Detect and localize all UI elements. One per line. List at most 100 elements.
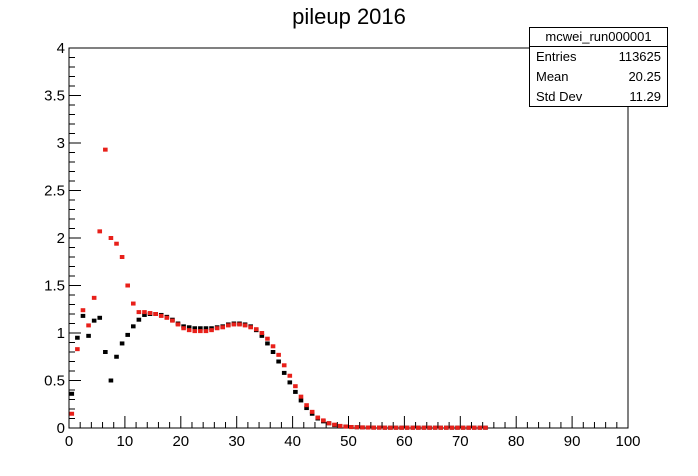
data-point (170, 318, 175, 323)
data-point (130, 324, 136, 329)
y-tick-label: 0.5 (44, 373, 65, 390)
data-point (103, 350, 108, 354)
data-point (399, 425, 404, 430)
data-point (287, 380, 293, 385)
data-point (203, 329, 209, 334)
data-point (265, 336, 270, 341)
data-point (354, 425, 360, 430)
data-point (136, 317, 142, 322)
data-point (315, 415, 321, 420)
data-point (276, 352, 281, 357)
x-tick-label: 50 (340, 433, 357, 450)
data-point (343, 424, 348, 429)
data-point (203, 326, 209, 331)
x-tick-label: 70 (452, 433, 469, 450)
y-tick-label: 2.5 (44, 183, 65, 200)
data-point (86, 333, 91, 338)
data-point (119, 255, 125, 259)
data-point (281, 363, 287, 368)
series-2 (69, 147, 488, 430)
data-point (226, 323, 231, 328)
data-point (388, 425, 393, 430)
data-point (444, 425, 449, 430)
x-tick-label: 80 (508, 433, 525, 450)
stats-label: Std Dev (536, 89, 583, 104)
series-1 (69, 312, 488, 430)
stats-label: Entries (536, 49, 577, 64)
data-point (410, 425, 416, 430)
data-point (281, 370, 287, 375)
data-point (186, 325, 192, 330)
y-tick-label: 2 (57, 230, 65, 247)
data-point (427, 425, 432, 430)
y-tick-label: 0 (57, 420, 65, 437)
data-point (455, 425, 460, 430)
data-point (108, 378, 114, 383)
data-point (237, 322, 242, 327)
data-point (125, 283, 130, 288)
data-point (365, 425, 371, 430)
data-point (186, 328, 192, 333)
data-point (198, 329, 203, 334)
stats-box: mcwei_run000001 Entries 113625 Mean 20.2… (529, 27, 668, 107)
y-tick-label: 4 (57, 40, 65, 57)
data-point (214, 326, 220, 331)
data-point (477, 425, 483, 430)
data-point (103, 147, 108, 152)
data-point (404, 425, 410, 430)
data-point (130, 301, 136, 306)
data-point (242, 323, 248, 328)
data-point (376, 425, 382, 430)
data-point (471, 425, 477, 430)
data-point (393, 425, 399, 430)
chart-title: pileup 2016 (292, 4, 406, 29)
data-point (360, 425, 365, 430)
data-point (483, 425, 488, 430)
y-tick-label: 1 (57, 325, 65, 342)
data-point (321, 418, 326, 423)
data-point (265, 341, 270, 346)
data-point (97, 229, 103, 234)
data-point (304, 406, 309, 411)
y-tick-label: 3.5 (44, 88, 65, 105)
data-point (293, 389, 298, 394)
data-point (259, 331, 265, 335)
stats-box-name: mcwei_run000001 (530, 28, 667, 47)
data-point (449, 425, 455, 430)
x-tick-label: 100 (615, 433, 640, 450)
x-tick-label: 20 (172, 433, 189, 450)
data-point (349, 425, 354, 430)
data-point (91, 295, 97, 300)
data-point (198, 326, 203, 331)
data-point (69, 411, 75, 416)
data-point (270, 350, 276, 354)
data-point (231, 322, 237, 327)
y-tick-label: 1.5 (44, 278, 65, 295)
data-point (304, 403, 309, 408)
data-point (287, 373, 293, 378)
data-point (248, 325, 253, 330)
x-tick-label: 40 (284, 433, 301, 450)
data-point (69, 391, 75, 396)
data-point (75, 347, 80, 352)
x-tick-label: 30 (228, 433, 245, 450)
stats-row-std-dev: Std Dev 11.29 (530, 87, 667, 107)
data-point (382, 425, 388, 430)
data-point (332, 422, 337, 427)
data-point (80, 313, 86, 318)
data-point (253, 327, 259, 332)
stats-value: 11.29 (629, 89, 661, 104)
data-point (108, 236, 114, 240)
data-point (181, 326, 186, 331)
data-point (119, 341, 125, 346)
data-point (298, 394, 304, 399)
stats-value: 113625 (618, 49, 661, 64)
x-tick-label: 0 (65, 433, 73, 450)
data-point (142, 310, 147, 315)
data-point (147, 311, 153, 316)
data-point (416, 425, 421, 430)
data-point (421, 425, 427, 430)
data-point (466, 425, 471, 430)
data-point (175, 322, 181, 327)
